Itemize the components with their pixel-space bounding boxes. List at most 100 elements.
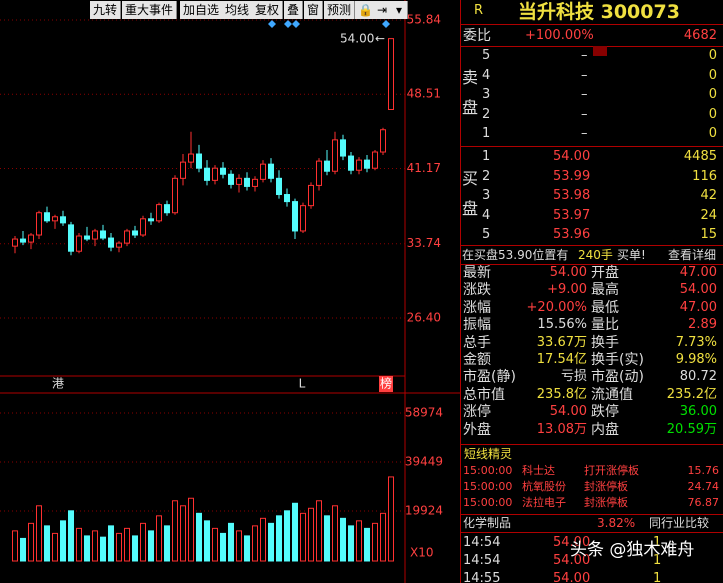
- side-label: 买: [462, 169, 479, 188]
- candle-body: [348, 155, 354, 171]
- stat-label: 外盘: [463, 421, 491, 438]
- stat-label: 开盘: [591, 265, 619, 281]
- price: –: [581, 126, 588, 142]
- stat-value: 80.72: [679, 369, 717, 385]
- separator: [460, 245, 723, 246]
- stat-label: 最低: [591, 299, 619, 316]
- stat-label: 市盈(静): [463, 369, 516, 386]
- candle-body: [28, 234, 34, 243]
- event-marker: L: [299, 377, 306, 391]
- notice-volume: 240手: [578, 248, 613, 262]
- toolbar-button[interactable]: 均线: [222, 1, 254, 19]
- candle-body: [380, 129, 386, 153]
- spirit-price: 76.87: [687, 496, 720, 509]
- volume-bar: [92, 530, 98, 562]
- volume-bar: [172, 500, 178, 562]
- volume-unit: X10: [410, 546, 434, 560]
- level: 2: [482, 106, 491, 122]
- spirit-time: 15:00:00: [463, 480, 513, 493]
- volume-bar: [380, 512, 386, 562]
- price: –: [581, 48, 588, 63]
- spirit-stock[interactable]: 科士达: [522, 464, 555, 477]
- volume-bar: [28, 522, 34, 562]
- candle-body: [156, 204, 162, 222]
- stat-label: 跌停: [591, 404, 619, 421]
- volume: 24: [700, 207, 717, 223]
- stat-value: 7.73%: [675, 334, 717, 350]
- detail-link[interactable]: 查看详细: [668, 248, 717, 262]
- stat-label: 换手: [591, 334, 619, 351]
- level: 3: [482, 87, 491, 103]
- spirit-stock[interactable]: 杭氧股份: [522, 480, 566, 493]
- toolbar-button[interactable]: 复权: [252, 1, 284, 19]
- spirit-time: 15:00:00: [463, 464, 513, 477]
- toolbar-button[interactable]: 预测: [324, 1, 356, 19]
- volume-bar: [132, 535, 138, 562]
- stat-value: 54.00: [549, 404, 587, 420]
- volume-bar: [68, 510, 74, 562]
- notice-type: 买单!: [617, 248, 646, 262]
- y-tick-label: 19924: [405, 503, 443, 517]
- stat-value: 235.8亿: [536, 386, 587, 402]
- stat-value: +9.00: [547, 282, 587, 298]
- menu-icon[interactable]: ▾: [393, 1, 408, 19]
- toolbar-button[interactable]: 窗: [304, 1, 324, 19]
- volume-bar: [308, 507, 314, 562]
- y-tick-label: 55.84: [407, 13, 441, 27]
- chart-bg: [0, 0, 460, 583]
- side-label: 卖: [462, 68, 479, 87]
- stat-label: 总手: [463, 334, 491, 351]
- candle-body: [124, 230, 130, 244]
- volume-bar: [236, 530, 242, 562]
- volume-bar: [36, 505, 42, 562]
- spirit-time: 15:00:00: [463, 496, 513, 509]
- event-icon[interactable]: [292, 20, 300, 28]
- side-label: 盘: [462, 98, 479, 117]
- toolbar-button[interactable]: 加自选: [180, 1, 224, 19]
- industry-compare[interactable]: 同行业比较: [649, 516, 710, 530]
- candle-body: [84, 235, 90, 240]
- trade-price: 54.00: [553, 535, 591, 550]
- y-tick-label: 41.17: [407, 161, 441, 175]
- volume: 0: [708, 126, 717, 142]
- volume-bar: [164, 525, 170, 562]
- spirit-event: 封涨停板: [584, 480, 628, 493]
- event-icon[interactable]: [382, 20, 390, 28]
- price: 54.00: [553, 149, 591, 164]
- toolbar-button[interactable]: 九转: [90, 1, 122, 19]
- y-tick-label: 58974: [405, 406, 443, 420]
- event-icon[interactable]: [268, 20, 276, 28]
- volume: 116: [692, 168, 717, 184]
- stat-label: 总市值: [463, 386, 505, 403]
- spirit-event: 打开涨停板: [584, 464, 639, 477]
- volume: 0: [708, 67, 717, 83]
- candle-body: [324, 160, 330, 172]
- event-icon[interactable]: [284, 20, 292, 28]
- collapse-icon[interactable]: [593, 46, 607, 56]
- candle-body: [308, 184, 314, 207]
- level: 5: [482, 48, 491, 63]
- volume-bar: [388, 476, 394, 562]
- candle-body: [228, 173, 234, 185]
- candle-body: [140, 218, 146, 236]
- level: 1: [482, 126, 491, 142]
- trade-time: 14:55: [463, 571, 501, 583]
- price: 53.97: [553, 207, 591, 223]
- volume-bar: [356, 520, 362, 562]
- notice-text: 在买盘53.90位置有: [462, 248, 569, 262]
- volume-bar: [292, 502, 298, 562]
- candle-body: [316, 160, 322, 186]
- volume-bar: [228, 522, 234, 562]
- stat-label: 金额: [463, 352, 491, 368]
- lock-icon[interactable]: 🔒: [355, 1, 376, 19]
- stat-value: 54.00: [679, 282, 717, 298]
- toolbar-button[interactable]: 重大事件: [122, 1, 178, 19]
- price: 53.96: [553, 227, 591, 243]
- spirit-stock[interactable]: 法拉电子: [522, 496, 566, 509]
- level: 4: [482, 67, 491, 83]
- side-label: 盘: [462, 199, 479, 218]
- event-marker: 港: [52, 377, 64, 391]
- stat-value: 33.67万: [536, 334, 587, 350]
- toolbar-button[interactable]: 叠: [284, 1, 304, 19]
